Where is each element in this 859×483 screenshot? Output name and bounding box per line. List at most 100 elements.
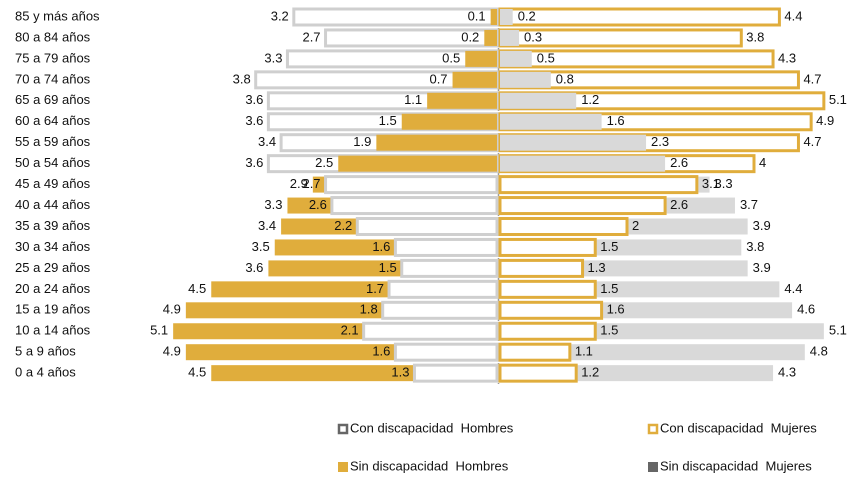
legend-label: Con discapacidad Hombres — [350, 420, 514, 435]
bar — [324, 175, 499, 195]
value-label: 2.9 — [290, 176, 308, 191]
value-label: 3.8 — [746, 239, 764, 254]
bar — [490, 9, 497, 25]
value-label: 2 — [632, 218, 639, 233]
value-label: 3.6 — [245, 113, 263, 128]
value-label: 1.5 — [600, 281, 618, 296]
bar — [338, 155, 497, 172]
value-label: 2.7 — [302, 176, 320, 191]
legend-marker — [338, 462, 348, 472]
value-label: 1.9 — [353, 134, 371, 149]
bar — [500, 344, 805, 361]
bar — [498, 217, 629, 236]
value-label: 3.5 — [252, 239, 270, 254]
category-label: 40 a 44 años — [15, 197, 91, 212]
value-label: 1.5 — [600, 323, 618, 338]
value-label: 1.5 — [379, 260, 397, 275]
value-label: 0.5 — [537, 50, 555, 65]
bar — [292, 7, 499, 27]
bar — [381, 300, 499, 320]
value-label: 3.9 — [753, 260, 771, 275]
value-label: 5.1 — [829, 323, 847, 338]
category-label: 50 a 54 años — [15, 155, 91, 170]
value-label: 5.1 — [150, 323, 168, 338]
value-label: 4.6 — [797, 302, 815, 317]
bar — [387, 279, 499, 299]
category-label: 70 a 74 años — [15, 71, 91, 86]
bar — [452, 71, 497, 88]
category-label: 60 a 64 años — [15, 113, 91, 128]
category-label: 30 a 34 años — [15, 239, 91, 254]
value-label: 2.3 — [651, 134, 669, 149]
value-label: 4.8 — [810, 344, 828, 359]
category-label: 75 a 79 años — [15, 50, 91, 65]
value-label: 0.1 — [468, 8, 486, 23]
value-label: 1.1 — [404, 92, 422, 107]
value-label: 4.5 — [188, 365, 206, 380]
value-label: 2.6 — [309, 197, 327, 212]
value-label: 2.6 — [670, 197, 688, 212]
category-label: 5 a 9 años — [15, 344, 76, 359]
value-label: 4 — [759, 155, 766, 170]
value-label: 3.3 — [715, 176, 733, 191]
value-label: 1.8 — [360, 302, 378, 317]
category-label: 0 a 4 años — [15, 365, 76, 380]
legend-marker — [648, 462, 658, 472]
value-label: 4.7 — [803, 134, 821, 149]
bar — [500, 9, 513, 25]
value-label: 1.6 — [372, 344, 390, 359]
value-label: 3.3 — [264, 197, 282, 212]
category-label: 15 a 19 años — [15, 302, 91, 317]
bar — [498, 258, 585, 278]
value-label: 2.6 — [670, 155, 688, 170]
value-label: 4.9 — [163, 302, 181, 317]
category-label: 65 a 69 años — [15, 92, 91, 107]
value-label: 1.6 — [607, 113, 625, 128]
bar — [500, 113, 602, 130]
category-label: 10 a 14 años — [15, 323, 91, 338]
value-label: 3.8 — [233, 71, 251, 86]
value-label: 0.7 — [429, 71, 447, 86]
bar — [376, 134, 497, 151]
bar — [412, 363, 499, 383]
value-label: 3.2 — [271, 8, 289, 23]
category-label: 45 a 49 años — [15, 176, 91, 191]
category-label: 20 a 24 años — [15, 281, 91, 296]
value-label: 0.2 — [518, 8, 536, 23]
bar — [500, 71, 551, 88]
value-label: 2.2 — [334, 218, 352, 233]
value-label: 1.6 — [372, 239, 390, 254]
bar — [401, 113, 497, 130]
bar — [498, 7, 781, 27]
bar — [498, 175, 699, 195]
bar — [498, 279, 597, 299]
value-label: 3.9 — [753, 218, 771, 233]
value-label: 1.6 — [607, 302, 625, 317]
value-label: 3.3 — [264, 50, 282, 65]
bar — [498, 363, 578, 383]
value-label: 0.8 — [556, 71, 574, 86]
bar — [498, 342, 572, 362]
bar — [355, 217, 499, 236]
legend-marker — [337, 423, 349, 435]
value-label: 2.5 — [315, 155, 333, 170]
category-label: 55 a 59 años — [15, 134, 91, 149]
value-label: 3.4 — [258, 134, 276, 149]
bar — [498, 300, 604, 320]
value-label: 4.4 — [784, 281, 802, 296]
bar — [500, 29, 520, 46]
value-label: 3.1 — [702, 176, 720, 191]
value-label: 5.1 — [829, 92, 847, 107]
legend-label: Con discapacidad Mujeres — [660, 420, 817, 435]
value-label: 1.3 — [391, 365, 409, 380]
bar — [484, 29, 497, 46]
bar — [498, 321, 597, 341]
value-label: 0.3 — [524, 29, 542, 44]
bar — [400, 258, 499, 278]
value-label: 3.7 — [740, 197, 758, 212]
value-label: 1.3 — [588, 260, 606, 275]
value-label: 1.1 — [575, 344, 593, 359]
value-label: 3.8 — [746, 29, 764, 44]
value-label: 1.5 — [379, 113, 397, 128]
value-label: 3.6 — [245, 260, 263, 275]
